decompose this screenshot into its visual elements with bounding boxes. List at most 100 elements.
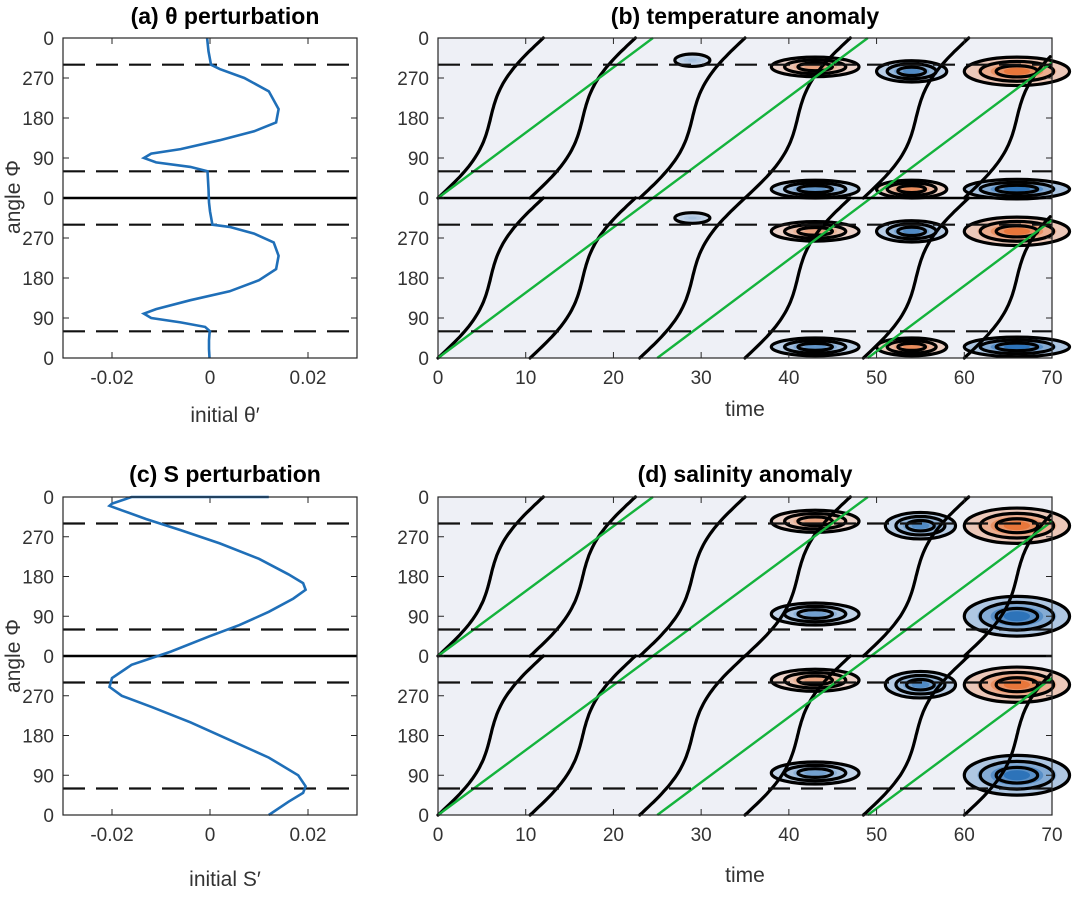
panel-c-ytick-label: 0	[43, 806, 54, 827]
panel-d-xtick-label: 40	[778, 825, 799, 846]
panel-d-anomaly-fill	[804, 611, 827, 617]
panel-d-ytick-label: 0	[418, 647, 429, 668]
panel-d-anomaly-contour	[796, 674, 835, 687]
panel-d-ytick-label: 270	[397, 528, 429, 549]
panel-c-ytick-label: 90	[33, 766, 54, 787]
panel-b-xtick-label: 50	[866, 368, 887, 389]
panel-b-anomaly-fill	[1003, 344, 1031, 350]
panel-a-series-line	[140, 37, 280, 359]
panel-b-anomaly-contour	[673, 52, 712, 69]
panel-b-anomaly-contour	[896, 65, 928, 78]
panel-d-green-line	[867, 677, 1053, 816]
panel-b-anomaly-fill	[902, 68, 921, 75]
panel-a-ylabel: angle Φ	[2, 160, 25, 234]
panel-d-xtick-label: 50	[866, 825, 887, 846]
panel-d-ytick-label: 90	[408, 607, 429, 628]
panel-c: (c) S perturbation -0.02 0 0.02 0 270 180 90 0 2…	[2, 461, 358, 891]
panel-b-xtick-label: 60	[954, 368, 975, 389]
panel-b-anomaly-contour	[783, 181, 848, 197]
panel-a-ytick-label: 270	[22, 69, 54, 90]
panel-d-anomaly-contour	[962, 665, 1072, 704]
panel-d-anomaly-contour	[994, 517, 1040, 535]
panel-a-frame	[62, 37, 358, 359]
panel-d-ytick-label: 180	[397, 727, 429, 748]
panel-a-ytick-label: 0	[43, 29, 54, 50]
panel-c-ytick-label: 0	[43, 488, 54, 509]
panel-b-anomaly-contour	[962, 335, 1072, 359]
panel-d-anomaly-contour	[994, 606, 1040, 626]
panel-a-ytick-label: 180	[22, 109, 54, 130]
panel-b-anomaly-fill	[902, 228, 921, 234]
panel-d-anomaly-contour	[978, 670, 1056, 699]
panel-a-xtick-label: 0	[205, 368, 216, 389]
panel-b: (b) temperature anomaly 0 10 20 30 40 50 60 70 0…	[397, 3, 1072, 421]
panel-d-xtick-label: 70	[1041, 825, 1062, 846]
panel-d-ytick-label: 0	[418, 488, 429, 509]
panel-d-anomaly-contour	[994, 676, 1040, 694]
panel-a-ytick-label: 180	[22, 269, 54, 290]
panel-c-ylabel: angle Φ	[2, 619, 25, 693]
panel-d-anomaly-fill	[804, 770, 827, 776]
panel-c-ytick-label: 90	[33, 607, 54, 628]
panel-d-xtick-label: 30	[691, 825, 712, 846]
panel-d: (d) salinity anomaly 0 10 20 30 40 50 60 70 0 270…	[397, 461, 1072, 887]
panel-d-xtick-label: 0	[433, 825, 444, 846]
panel-b-anomaly-fill	[902, 186, 921, 192]
panel-b-anomaly-contour	[885, 339, 938, 355]
panel-c-xlabel: initial S′	[189, 868, 261, 891]
panel-d-anomaly-contour	[796, 767, 835, 779]
panel-b-anomaly-contour	[874, 219, 949, 244]
panel-a-ytick-label: 90	[33, 309, 54, 330]
panel-d-anomaly-contour	[883, 510, 958, 541]
panel-a-title: (a) θ perturbation	[131, 3, 320, 29]
panel-d-anomaly-contour	[883, 669, 958, 700]
panel-d-anomaly-contour	[962, 506, 1072, 545]
panel-c-ytick-label: 180	[22, 727, 54, 748]
panel-b-ytick-label: 90	[408, 309, 429, 330]
panel-c-ytick-label: 270	[22, 687, 54, 708]
panel-b-ytick-label: 90	[408, 149, 429, 170]
panel-b-anomaly-contour	[896, 225, 928, 238]
panel-a-ytick-label: 90	[33, 149, 54, 170]
panel-b-xtick-label: 40	[778, 368, 799, 389]
panel-b-anomaly-fill	[687, 216, 697, 220]
panel-d-anomaly-contour	[769, 760, 861, 786]
panel-d-anomaly-contour	[796, 608, 835, 620]
panel-b-ytick-label: 0	[418, 189, 429, 210]
panel-d-anomaly-contour	[796, 515, 835, 528]
panel-a-xtick-label: -0.02	[90, 368, 133, 389]
panel-a-xlabel: initial θ′	[190, 404, 259, 427]
panel-b-anomaly-fill	[804, 186, 827, 192]
panel-c-ytick-label: 0	[43, 647, 54, 668]
panel-b-anomaly-contour	[769, 336, 861, 358]
panel-d-ytick-label: 0	[418, 806, 429, 827]
panel-b-xtick-label: 10	[515, 368, 536, 389]
panel-d-anomaly-contour	[769, 601, 861, 627]
panel-c-title: (c) S perturbation	[129, 461, 321, 487]
panel-c-frame	[62, 496, 358, 816]
panel-b-anomaly-contour	[978, 219, 1056, 243]
panel-b-anomaly-fill	[1003, 67, 1031, 75]
panel-d-front-contour	[962, 513, 1052, 658]
panel-b-ytick-label: 270	[397, 229, 429, 250]
panel-a: (a) θ perturbation -0.02 0 0.02 0 270 180 90 0 2…	[2, 3, 358, 427]
panel-d-anomaly-contour	[962, 753, 1072, 797]
panel-b-title: (b) temperature anomaly	[611, 3, 880, 29]
panel-b-ytick-label: 180	[397, 109, 429, 130]
panel-d-ytick-label: 180	[397, 568, 429, 589]
panel-b-anomaly-contour	[994, 341, 1040, 353]
panel-d-xtick-label: 10	[515, 825, 536, 846]
panel-d-anomaly-contour	[894, 673, 947, 696]
panel-b-xlabel: time	[725, 398, 765, 421]
panel-b-anomaly-contour	[896, 184, 928, 195]
panel-d-anomaly-contour	[905, 677, 936, 692]
panel-c-xtick-label: 0	[205, 825, 216, 846]
panel-d-frame	[437, 496, 1053, 816]
panel-b-xtick-label: 0	[433, 368, 444, 389]
panel-b-ytick-label: 0	[418, 349, 429, 370]
panel-b-green-line	[656, 61, 1053, 359]
panel-d-anomaly-contour	[783, 511, 848, 531]
panel-b-ytick-label: 180	[397, 269, 429, 290]
panel-b-anomaly-contour	[978, 180, 1056, 198]
panel-b-ytick-label: 270	[397, 69, 429, 90]
